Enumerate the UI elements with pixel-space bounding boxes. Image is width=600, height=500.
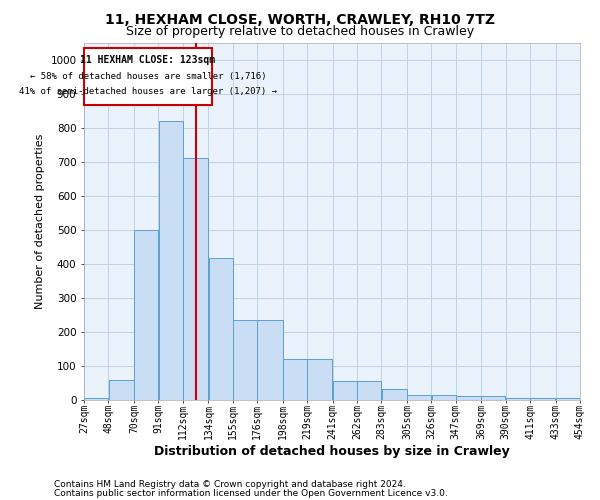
Bar: [333, 381, 357, 400]
Bar: [556, 398, 580, 400]
Bar: [209, 258, 233, 400]
Bar: [307, 358, 332, 400]
Text: ← 58% of detached houses are smaller (1,716): ← 58% of detached houses are smaller (1,…: [30, 72, 266, 81]
Text: 41% of semi-detached houses are larger (1,207) →: 41% of semi-detached houses are larger (…: [19, 87, 277, 96]
Bar: [134, 230, 158, 400]
Y-axis label: Number of detached properties: Number of detached properties: [35, 134, 45, 308]
Bar: [530, 398, 556, 400]
Bar: [431, 396, 455, 400]
Text: Size of property relative to detached houses in Crawley: Size of property relative to detached ho…: [126, 25, 474, 38]
Text: 11, HEXHAM CLOSE, WORTH, CRAWLEY, RH10 7TZ: 11, HEXHAM CLOSE, WORTH, CRAWLEY, RH10 7…: [105, 12, 495, 26]
Bar: [84, 398, 109, 400]
Bar: [109, 380, 134, 400]
Bar: [183, 158, 208, 400]
Bar: [257, 320, 283, 400]
Bar: [158, 120, 182, 400]
Bar: [233, 320, 257, 400]
FancyBboxPatch shape: [84, 48, 212, 106]
Text: Contains HM Land Registry data © Crown copyright and database right 2024.: Contains HM Land Registry data © Crown c…: [54, 480, 406, 489]
Bar: [456, 396, 481, 400]
Bar: [481, 396, 505, 400]
Bar: [357, 381, 381, 400]
Text: Contains public sector information licensed under the Open Government Licence v3: Contains public sector information licen…: [54, 488, 448, 498]
Bar: [407, 396, 431, 400]
X-axis label: Distribution of detached houses by size in Crawley: Distribution of detached houses by size …: [154, 444, 510, 458]
Text: 11 HEXHAM CLOSE: 123sqm: 11 HEXHAM CLOSE: 123sqm: [80, 56, 215, 66]
Bar: [283, 358, 307, 400]
Bar: [506, 398, 530, 400]
Bar: [382, 390, 407, 400]
